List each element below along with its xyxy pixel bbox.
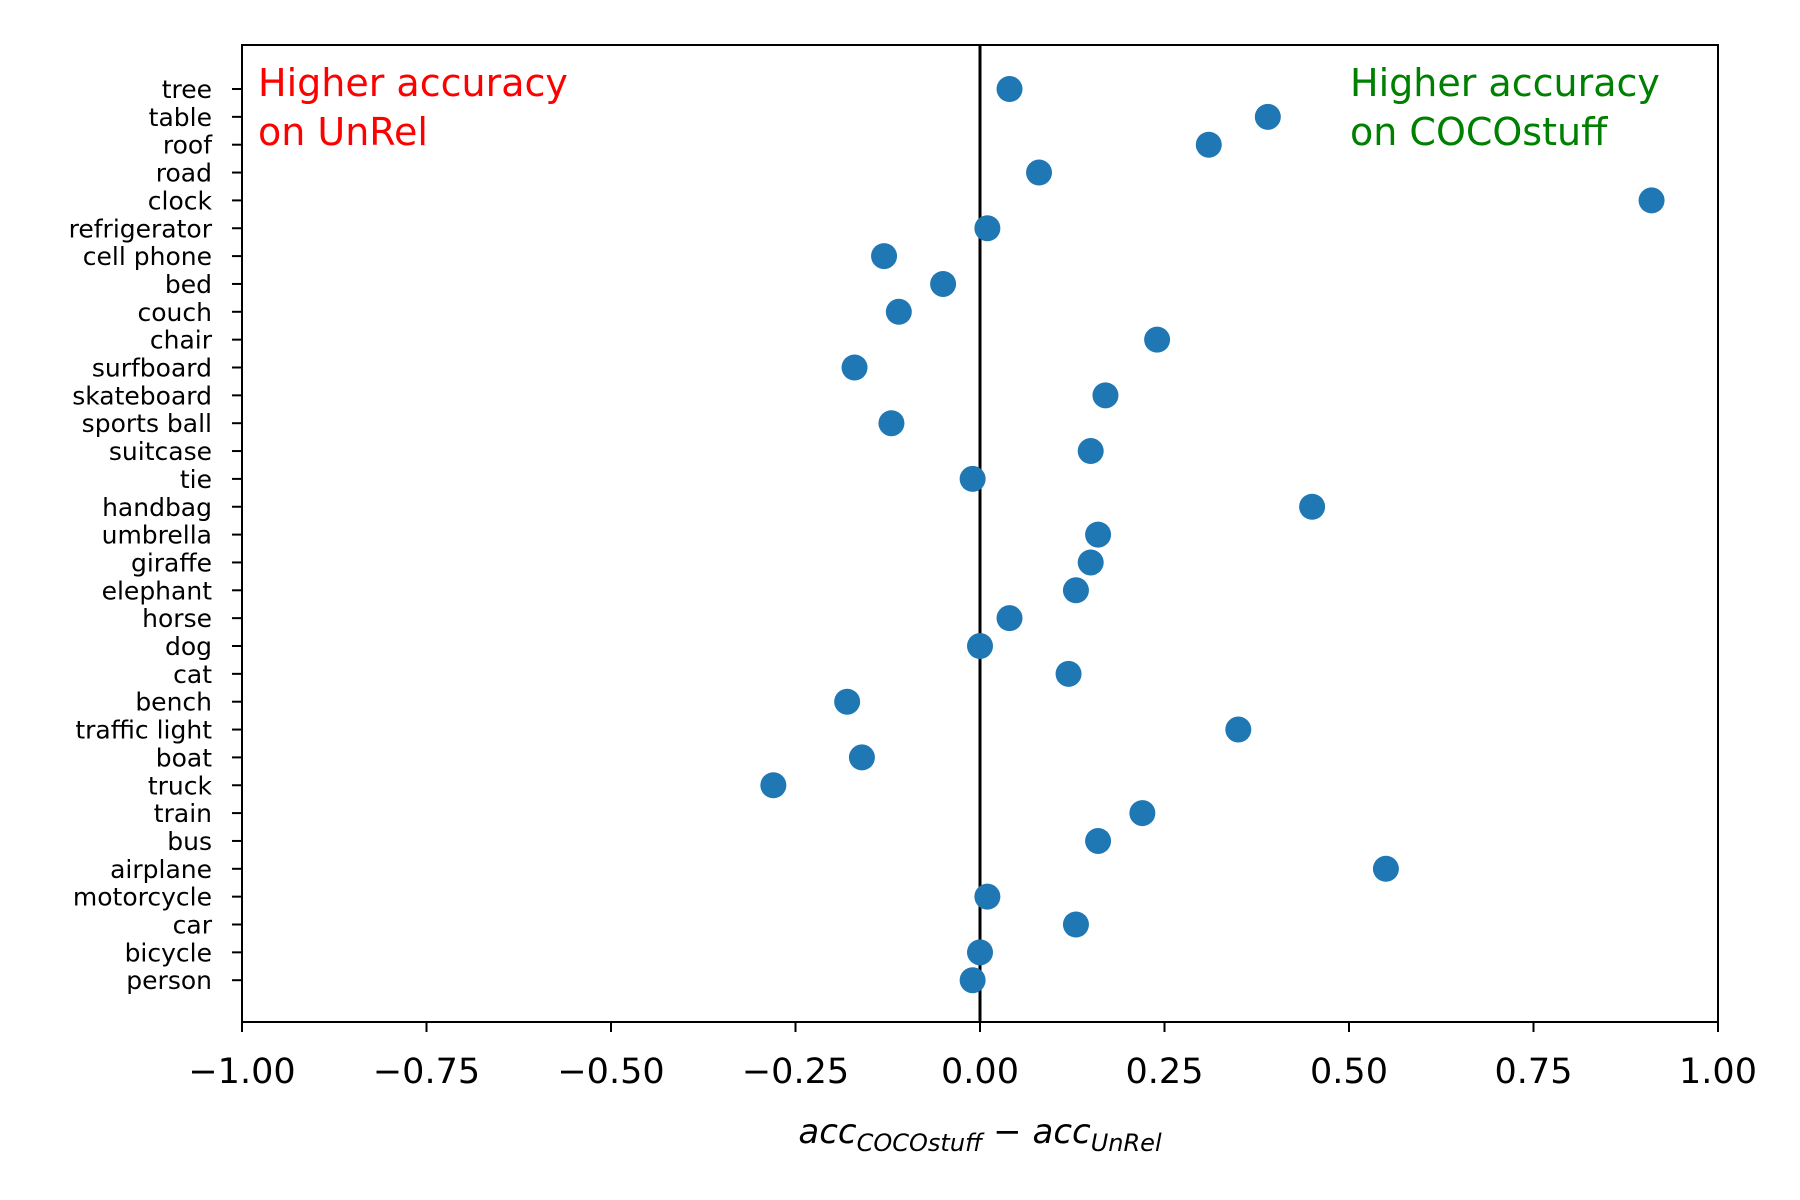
data-point <box>1077 549 1104 576</box>
y-tick-label: umbrella <box>102 521 212 550</box>
y-tick-label: tie <box>180 465 212 494</box>
x-tick-label: 1.00 <box>1679 1052 1757 1092</box>
x-tick-label: −0.50 <box>557 1052 664 1092</box>
data-point <box>878 410 905 437</box>
data-point <box>1638 187 1665 214</box>
y-tick-label: suitcase <box>109 437 212 466</box>
annotation-right-line2: on COCOstuff <box>1350 110 1608 154</box>
y-tick-label: boat <box>156 743 212 772</box>
x-tick-label: 0.75 <box>1495 1052 1573 1092</box>
y-tick-label: airplane <box>110 855 212 884</box>
y-tick-label: dog <box>165 632 212 661</box>
x-axis: −1.00 −0.75 −0.50 −0.25 0.00 0.25 0.50 0.75 1.00 <box>188 1022 1757 1092</box>
data-point <box>996 76 1023 102</box>
y-tick-label: road <box>156 159 212 188</box>
y-tick-label: sports ball <box>82 409 212 438</box>
y-tick-label: elephant <box>102 576 213 605</box>
y-tick-label: couch <box>138 298 212 327</box>
x-axis-label-sub2: UnRel <box>1091 1129 1162 1157</box>
y-tick-label: traffic light <box>75 716 212 745</box>
data-point <box>959 465 986 492</box>
y-tick-label: motorcycle <box>73 883 212 912</box>
data-point <box>834 688 861 715</box>
annotation-left-line2: on UnRel <box>258 110 428 154</box>
y-tick-label: chair <box>150 326 213 355</box>
y-tick-label: truck <box>148 771 213 800</box>
data-point <box>760 772 787 799</box>
x-axis-label: accCOCOstuff − accUnRel <box>798 1112 1162 1157</box>
data-point <box>1225 716 1252 743</box>
y-tick-label: horse <box>142 604 212 633</box>
y-tick-label: giraffe <box>131 548 212 577</box>
y-tick-label: skateboard <box>72 381 212 410</box>
annotation-right-line1: Higher accuracy <box>1350 61 1660 105</box>
data-point <box>974 215 1001 242</box>
data-point <box>1062 911 1089 938</box>
y-tick-label: bus <box>167 827 212 856</box>
data-point <box>996 605 1023 632</box>
y-tick-label: surfboard <box>92 354 212 383</box>
data-point <box>974 883 1001 910</box>
y-tick-label: handbag <box>102 493 212 522</box>
data-point <box>930 270 957 297</box>
annotation-left-line1: Higher accuracy <box>258 61 568 105</box>
data-point <box>1299 493 1326 520</box>
y-tick-label: tree <box>162 75 212 104</box>
data-point <box>848 744 875 771</box>
data-point <box>871 243 898 270</box>
data-point <box>1085 521 1112 548</box>
y-tick-label: table <box>149 103 212 132</box>
data-point <box>1085 827 1112 854</box>
y-tick-label: car <box>173 911 213 940</box>
x-tick-label: −0.75 <box>373 1052 480 1092</box>
y-tick-label: bench <box>135 688 212 717</box>
data-point <box>1372 855 1399 882</box>
data-point <box>959 967 986 994</box>
y-tick-label: refrigerator <box>69 214 213 243</box>
x-tick-label: 0.25 <box>1126 1052 1204 1092</box>
data-point <box>1077 438 1104 465</box>
x-tick-label: −1.00 <box>188 1052 295 1092</box>
data-point <box>1062 577 1089 604</box>
data-point <box>841 354 868 381</box>
data-point <box>1092 382 1119 409</box>
data-point <box>1055 660 1082 687</box>
y-tick-label: bed <box>165 270 212 299</box>
x-axis-label-sub1: COCOstuff <box>857 1129 985 1157</box>
data-point <box>1129 800 1156 827</box>
x-tick-label: −0.25 <box>742 1052 849 1092</box>
x-axis-label-minus: − <box>982 1112 1032 1152</box>
data-point <box>967 633 993 659</box>
x-axis-label-acc1: acc <box>798 1112 857 1152</box>
y-tick-label: roof <box>163 131 213 160</box>
y-tick-label: person <box>126 966 212 995</box>
y-tick-label: train <box>154 799 212 828</box>
x-axis-label-acc2: acc <box>1032 1112 1091 1152</box>
y-tick-label: clock <box>148 186 213 215</box>
data-point <box>1144 326 1171 353</box>
data-point <box>885 298 912 325</box>
data-point <box>1026 159 1053 186</box>
y-tick-label: cat <box>173 660 212 689</box>
data-point <box>1195 131 1222 158</box>
data-point <box>1254 103 1281 130</box>
data-point <box>967 939 993 966</box>
x-tick-label: 0.00 <box>941 1052 1019 1092</box>
y-tick-label: bicycle <box>125 938 212 967</box>
x-tick-label: 0.50 <box>1310 1052 1388 1092</box>
plot-marks <box>760 45 1665 1022</box>
y-tick-label: cell phone <box>83 242 212 271</box>
